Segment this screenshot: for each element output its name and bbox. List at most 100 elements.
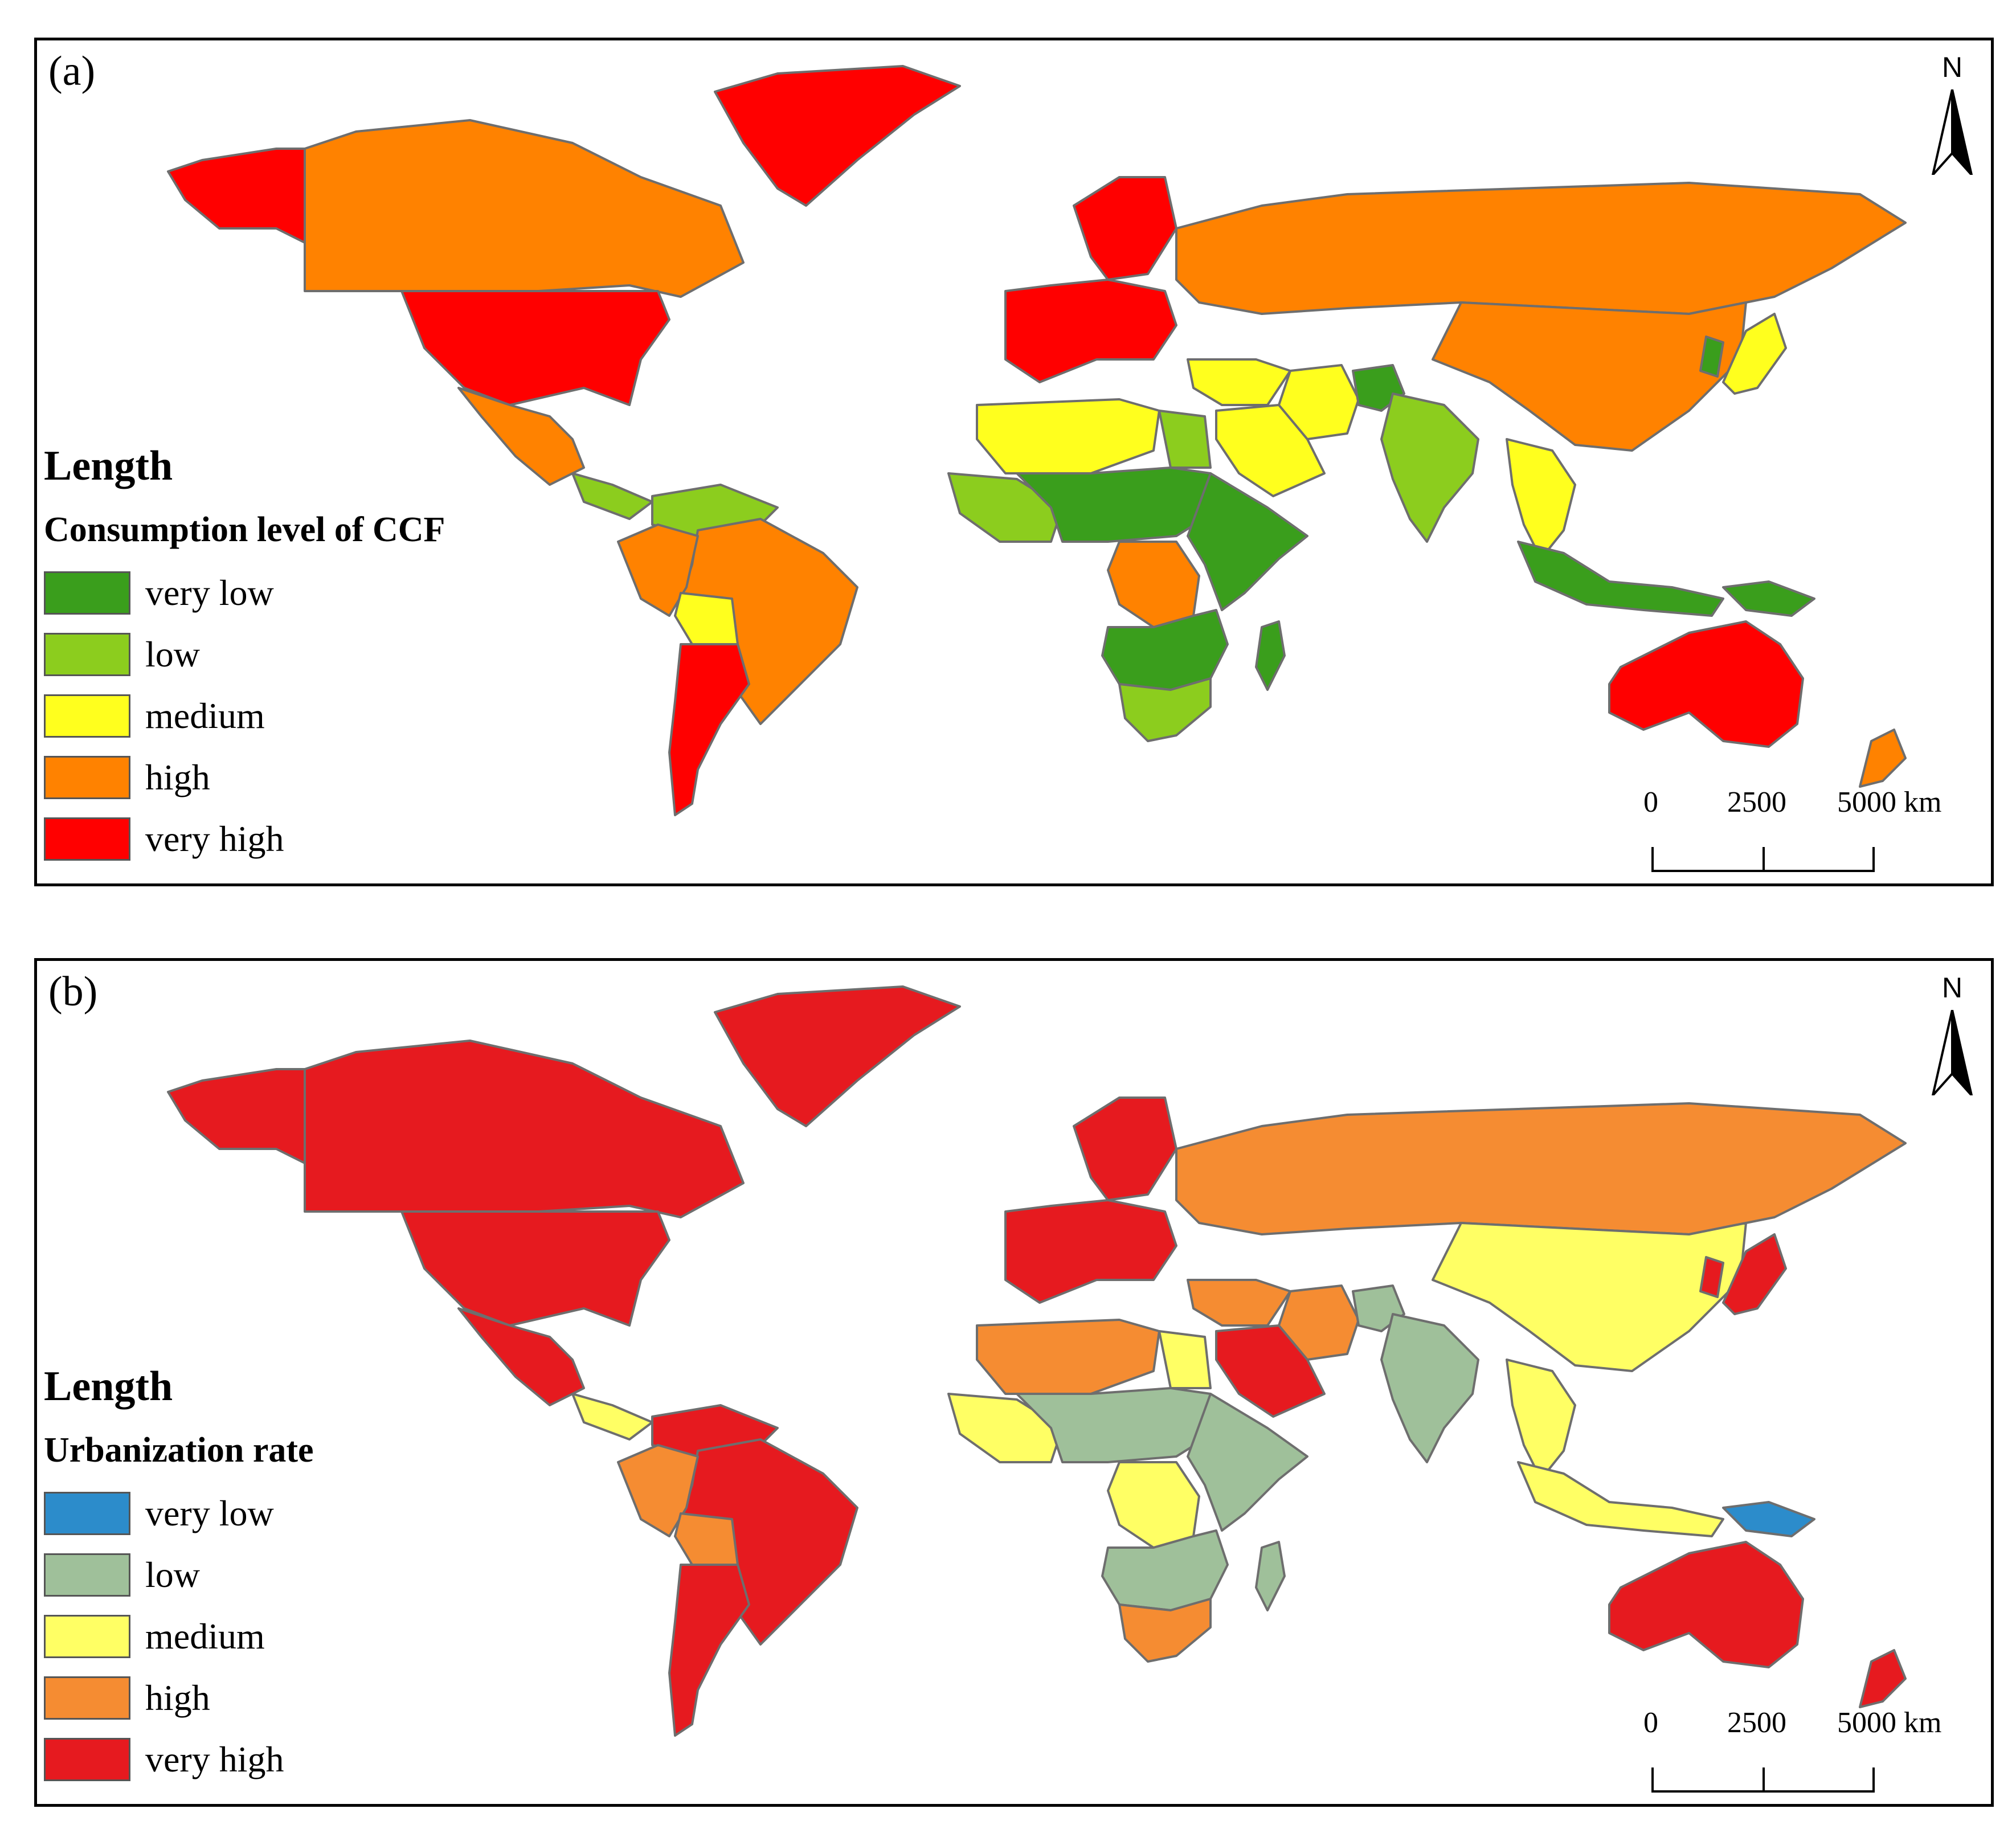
legend-swatch [44,1738,130,1781]
country-region [1101,1529,1229,1611]
country-region [1432,1222,1747,1372]
legend-item: low [44,624,445,685]
country-region [1107,1461,1200,1549]
legend-label: high [145,1677,210,1718]
country-region [668,1564,750,1737]
legend-label: very high [145,819,284,859]
country-region [1517,541,1724,617]
country-region [1073,176,1177,281]
country-region [1506,1359,1576,1480]
scale-label: 2500 [1727,786,1786,819]
legend-swatch [44,1492,130,1535]
panel-label: (b) [48,968,98,1015]
country-region [1158,1330,1212,1389]
legend-swatch [44,694,130,738]
country-region [714,65,961,207]
legend-item: very low [44,1483,314,1544]
scale-tick [1763,847,1765,872]
country-region [1859,1649,1907,1708]
legend-item: very high [44,1729,314,1790]
country-region [1187,358,1291,406]
country-region [1699,1256,1724,1298]
north-arrow-icon [1931,89,1973,175]
legend-label: low [145,634,200,674]
north-label: N [1941,51,1963,83]
country-region [1175,182,1907,315]
scale-tick [1872,847,1875,872]
legend-label: very low [145,1493,274,1533]
country-region [1004,1199,1177,1304]
country-region [1722,313,1787,395]
country-region [1517,1461,1724,1537]
legend-label: medium [145,695,265,736]
legend: Length Consumption level of CCF very low… [44,445,445,870]
world-map [167,985,1907,1737]
country-region [1073,1096,1177,1201]
country-region [1255,620,1286,691]
legend-label: very low [145,572,274,613]
north-label: N [1941,972,1963,1004]
country-region [1699,335,1724,378]
country-region [1101,609,1229,691]
country-region [1187,1279,1291,1327]
country-region [1118,1598,1212,1663]
legend-label: high [145,757,210,797]
legend-label: low [145,1554,200,1595]
legend-title: Consumption level of CCF [44,510,445,549]
scale-tick [1651,847,1654,872]
country-region [674,592,739,645]
country-region [400,1210,670,1327]
country-region [617,1444,699,1537]
country-region [1175,1102,1907,1235]
country-region [1380,392,1479,543]
north-arrow: N [1924,971,1981,1102]
country-region [1004,279,1177,383]
country-region [1380,1313,1479,1463]
country-region [1608,1541,1804,1668]
panel-label: (a) [48,48,96,95]
scale-label: 0 [1643,786,1658,819]
country-region [1608,620,1804,748]
country-region [674,1512,739,1566]
scale-label: 5000 km [1837,786,1942,819]
country-region [714,985,961,1127]
country-region [1187,1393,1308,1532]
country-region [167,1068,306,1164]
country-region [571,1393,653,1441]
country-region [571,472,653,520]
country-region [1722,1233,1787,1315]
country-region [1432,301,1747,452]
north-arrow-icon [1931,1010,1973,1095]
country-region [457,387,585,486]
country-region [1506,438,1576,560]
legend-swatch [44,817,130,861]
country-region [1722,580,1815,617]
country-region [668,643,750,816]
country-region [1118,677,1212,742]
north-arrow: N [1924,51,1981,182]
legend-label: medium [145,1616,265,1656]
country-region [1278,1284,1360,1361]
country-region [1187,472,1308,611]
country-region [457,1307,585,1406]
legend-label: very high [145,1739,284,1779]
legend-swatch [44,1676,130,1720]
legend-item: medium [44,1606,314,1667]
legend-title: Urbanization rate [44,1431,314,1470]
legend-item: high [44,747,445,808]
legend-swatch [44,633,130,676]
scale-label: 0 [1643,1707,1658,1739]
legend-swatch [44,1553,130,1597]
country-region [167,148,306,244]
map-panel-consumption: (a) N Length Consumption level of CCF ve… [34,38,1994,886]
legend-swatch [44,756,130,799]
legend: Length Urbanization rate very low low me… [44,1365,314,1790]
country-region [1107,541,1200,628]
country-region [1255,1541,1286,1611]
world-map [167,65,1907,816]
country-region [304,1040,745,1218]
country-region [976,398,1160,474]
country-region [976,1319,1160,1395]
legend-item: very low [44,562,445,624]
country-region [1278,364,1360,440]
